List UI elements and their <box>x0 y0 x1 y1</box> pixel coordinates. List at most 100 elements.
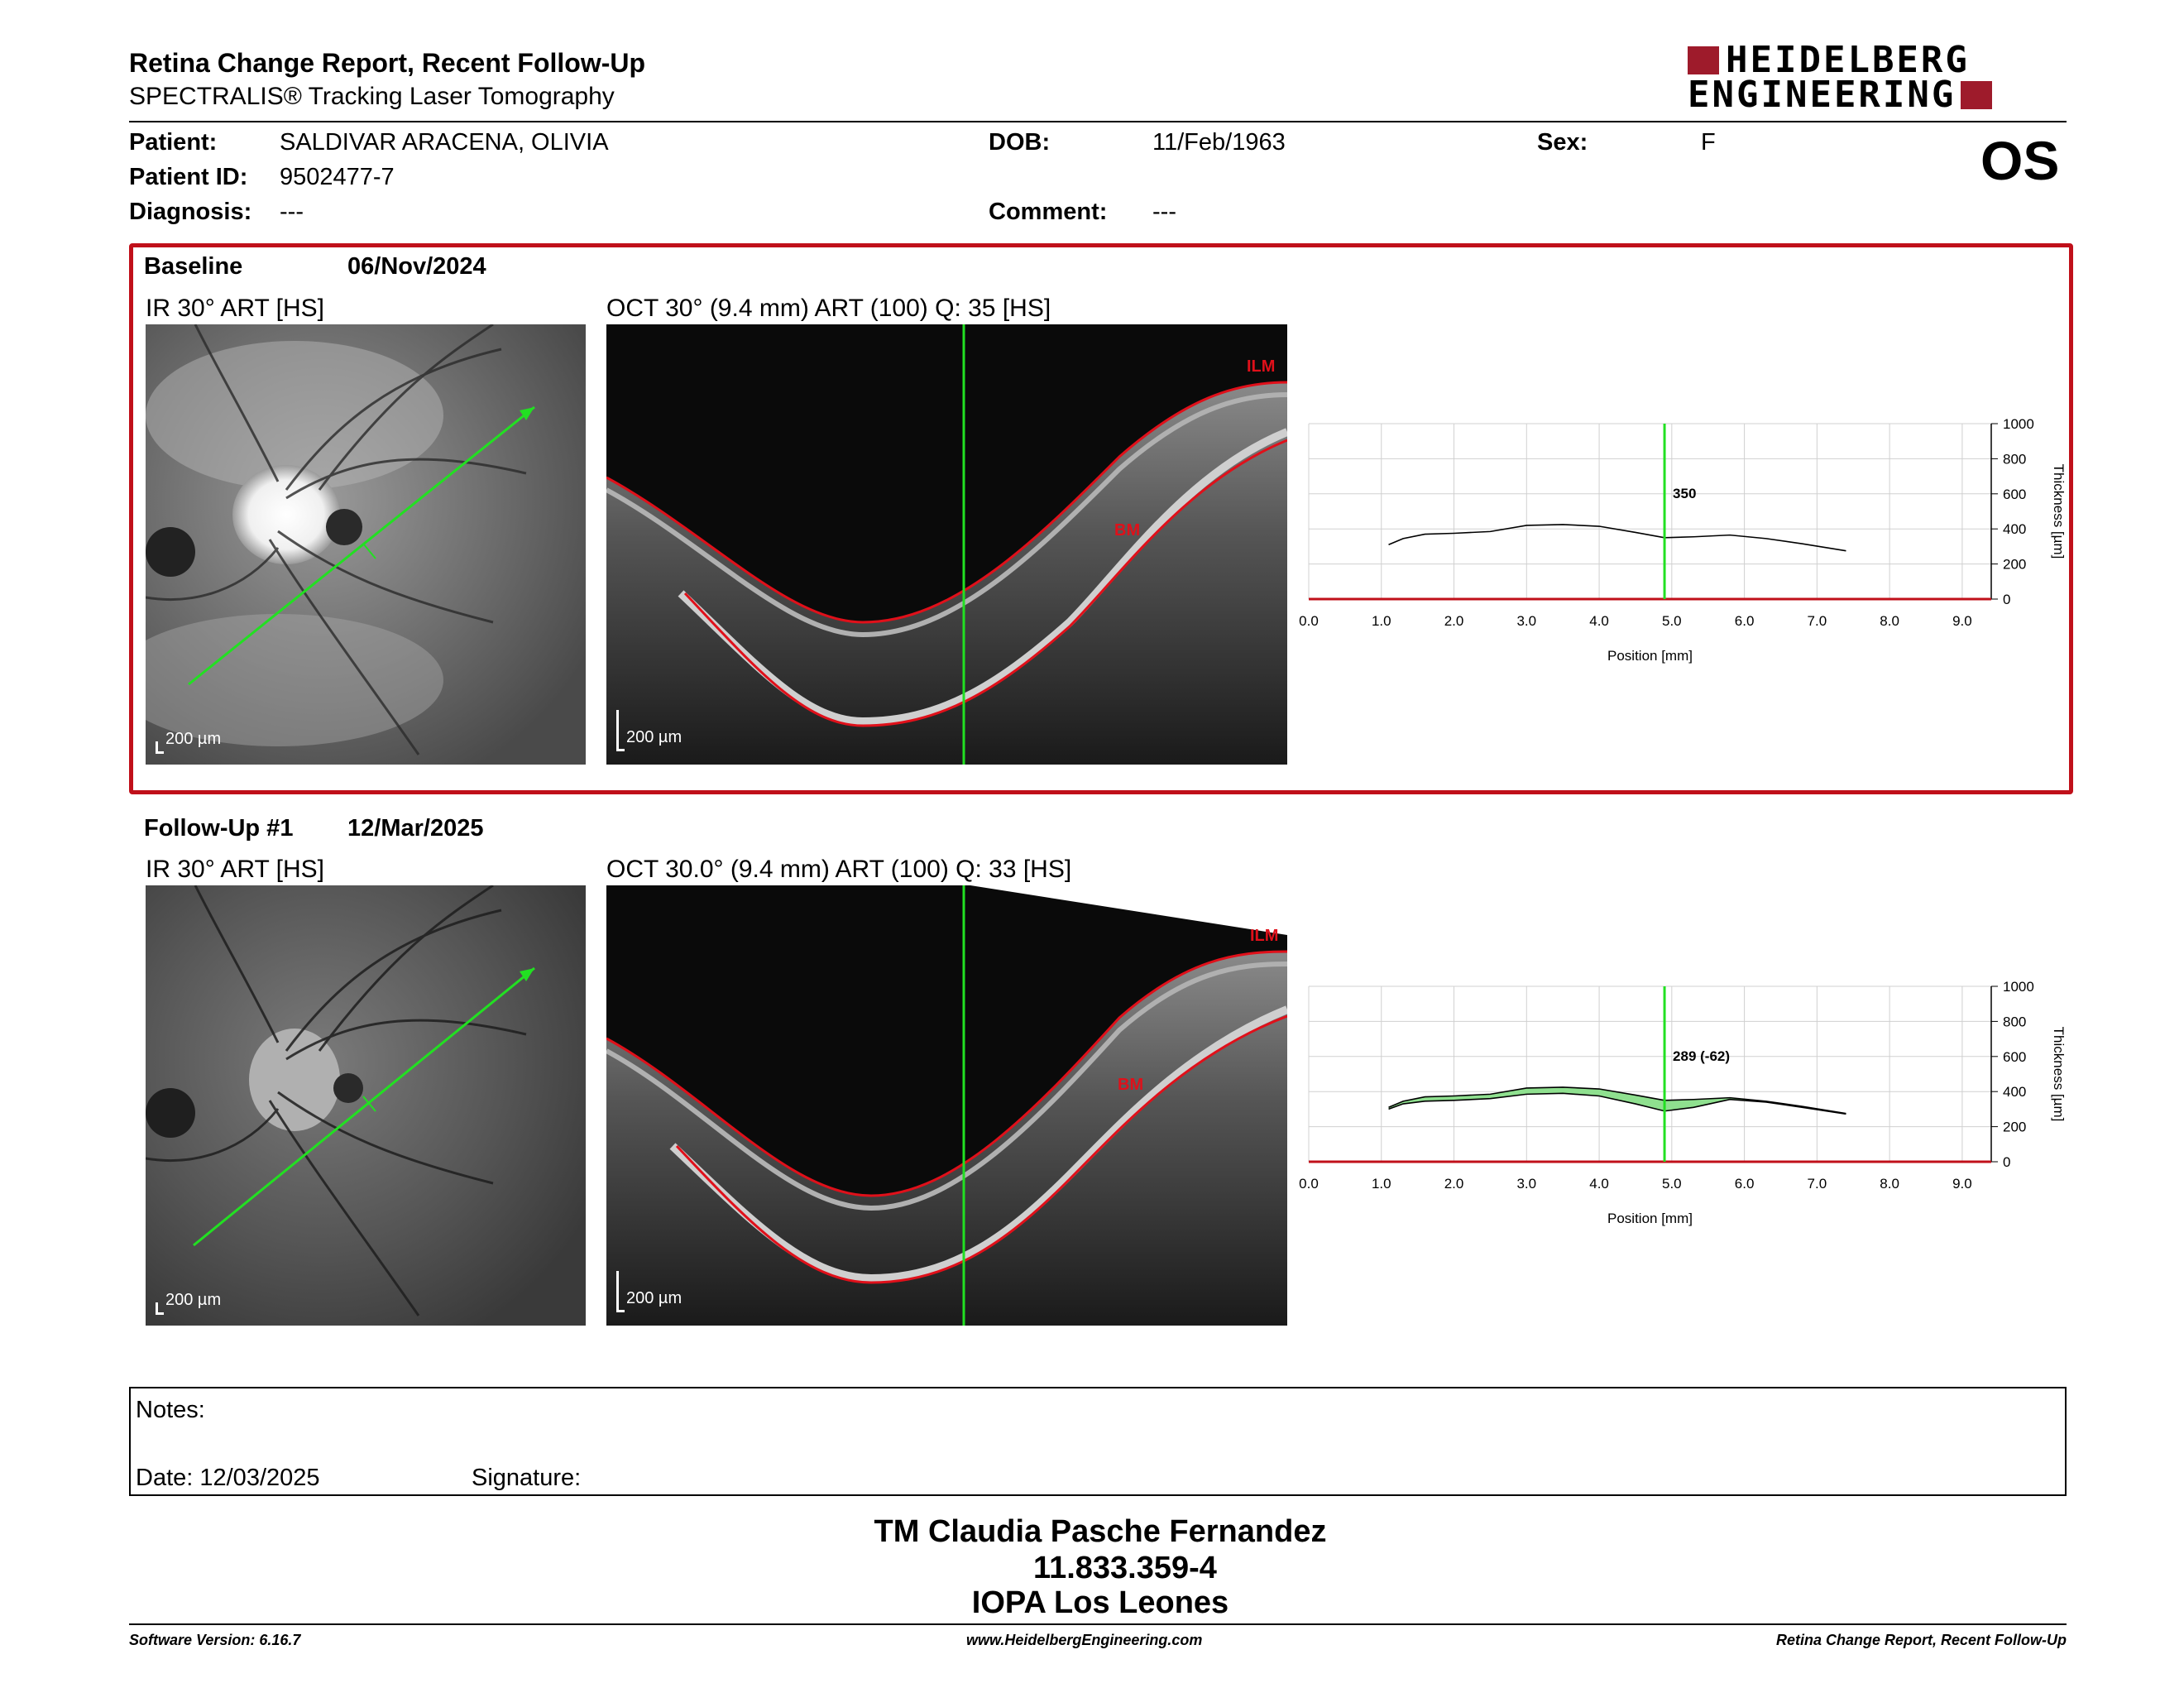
followup-chart-change-area <box>1388 1086 1846 1115</box>
signatory-name: TM Claudia Pasche Fernandez <box>874 1514 1327 1549</box>
signatory-id: 11.833.359-4 <box>1033 1551 1217 1585</box>
baseline-chart-xtick-5: 5.0 <box>1662 613 1682 629</box>
baseline-chart-ytick-1: 200 <box>2003 557 2026 573</box>
followup-bm-label: BM <box>1118 1076 1144 1094</box>
baseline-oct-image: ILM BM 200 µm <box>606 324 1287 765</box>
comment-value: --- <box>1152 199 1176 225</box>
baseline-chart-xtick-2: 2.0 <box>1444 613 1464 629</box>
baseline-chart-xlabel: Position [mm] <box>1607 648 1693 664</box>
report-title: Retina Change Report, Recent Follow-Up <box>129 48 646 78</box>
baseline-oct-title: OCT 30° (9.4 mm) ART (100) Q: 35 [HS] <box>606 295 1051 322</box>
followup-chart-xtick-3: 3.0 <box>1516 1176 1536 1192</box>
baseline-chart-ytick-2: 400 <box>2003 521 2026 537</box>
sex-value: F <box>1701 129 1716 156</box>
notes-date: Date: 12/03/2025 <box>136 1465 320 1491</box>
dob-value: 11/Feb/1963 <box>1152 129 1286 156</box>
followup-chart-series-0 <box>1388 1086 1846 1115</box>
followup-chart-ytick-2: 400 <box>2003 1084 2026 1100</box>
footer-report-name: Retina Change Report, Recent Follow-Up <box>1775 1632 2067 1648</box>
sex-label: Sex: <box>1537 129 1588 156</box>
footer-rule <box>129 1623 2067 1625</box>
diagnosis-value: --- <box>280 199 304 225</box>
baseline-thickness-chart: 0.0 1.0 2.0 3.0 4.0 5.0 6.0 7.0 8.0 9.0 0 200 400 600… <box>1299 416 2067 664</box>
followup-chart-xtick-1: 1.0 <box>1372 1176 1391 1192</box>
followup-chart-xtick-0: 0.0 <box>1299 1176 1319 1192</box>
dob-label: DOB: <box>989 129 1051 156</box>
patient-name-label: Patient: <box>129 129 218 156</box>
followup-ir-image: 200 µm <box>146 885 586 1326</box>
baseline-chart-cursor-label: 350 <box>1673 486 1696 501</box>
followup-chart-xtick-2: 2.0 <box>1444 1176 1464 1192</box>
baseline-chart-ytick-4: 800 <box>2003 451 2026 467</box>
footer-version: Software Version: 6.16.7 <box>129 1632 301 1648</box>
followup-ilm-label: ILM <box>1250 927 1279 945</box>
followup-chart-xtick-8: 8.0 <box>1880 1176 1899 1192</box>
baseline-bm-label: BM <box>1114 521 1141 539</box>
baseline-label: Baseline <box>144 253 243 280</box>
logo-line-2: ENGINEERING <box>1688 74 1956 116</box>
followup-oct-scale-bar <box>616 1271 619 1312</box>
followup-ir-scale-label: 200 µm <box>165 1291 222 1309</box>
followup-chart-ytick-5: 1000 <box>2003 979 2034 995</box>
baseline-chart-series-0 <box>1388 524 1846 552</box>
followup-ir-title: IR 30° ART [HS] <box>146 856 324 883</box>
footer-url[interactable]: www.HeidelbergEngineering.com <box>966 1632 1203 1648</box>
baseline-chart-ytick-3: 600 <box>2003 487 2026 502</box>
report-subtitle: SPECTRALIS® Tracking Laser Tomography <box>129 83 615 110</box>
baseline-ir-title: IR 30° ART [HS] <box>146 295 324 322</box>
patient-id: 9502477-7 <box>280 164 395 190</box>
baseline-chart-xtick-8: 8.0 <box>1880 613 1899 629</box>
followup-oct-graphic <box>606 885 1287 1326</box>
followup-chart-cursor-label: 289 (-62) <box>1673 1048 1730 1064</box>
followup-chart-xtick-9: 9.0 <box>1952 1176 1972 1192</box>
followup-label: Follow-Up #1 <box>144 815 294 842</box>
followup-oct-scale-label: 200 µm <box>626 1289 682 1307</box>
notes-signature: Signature: <box>472 1465 582 1491</box>
comment-label: Comment: <box>989 199 1108 225</box>
followup-oct-scale-bar-h <box>616 1310 625 1312</box>
baseline-oct-scale-label: 200 µm <box>626 728 682 746</box>
header-rule <box>129 121 2067 122</box>
followup-chart-series-1 <box>1388 1092 1846 1115</box>
baseline-oct-graphic <box>606 324 1287 765</box>
baseline-chart-xtick-1: 1.0 <box>1372 613 1391 629</box>
followup-chart-xtick-4: 4.0 <box>1589 1176 1609 1192</box>
followup-chart-xtick-5: 5.0 <box>1662 1176 1682 1192</box>
brand-logo: HEIDELBERG ENGINEERING <box>1688 42 1993 116</box>
followup-chart-ylabel: Thickness [µm] <box>2051 1027 2067 1122</box>
baseline-ir-scale-bar-h <box>156 751 164 754</box>
baseline-chart-xtick-6: 6.0 <box>1735 613 1755 629</box>
signatory-place: IOPA Los Leones <box>971 1585 1229 1620</box>
baseline-chart-xtick-0: 0.0 <box>1299 613 1319 629</box>
baseline-chart-xtick-3: 3.0 <box>1516 613 1536 629</box>
baseline-highlight-box <box>129 243 2073 794</box>
patient-name: SALDIVAR ARACENA, OLIVIA <box>280 129 609 156</box>
followup-ir-graphic <box>146 885 586 1326</box>
notes-label: Notes: <box>136 1397 205 1423</box>
followup-thickness-chart: 0.0 1.0 2.0 3.0 4.0 5.0 6.0 7.0 8.0 9.0 0 200 400 600… <box>1299 979 2067 1226</box>
logo-square-right <box>1961 81 1993 109</box>
baseline-chart-xtick-9: 9.0 <box>1952 613 1972 629</box>
logo-square-left <box>1688 46 1719 74</box>
notes-box[interactable] <box>129 1387 2067 1496</box>
baseline-ilm-label: ILM <box>1247 357 1276 376</box>
followup-oct-title: OCT 30.0° (9.4 mm) ART (100) Q: 33 [HS] <box>606 856 1072 883</box>
followup-ir-scale-bar <box>156 1302 158 1314</box>
followup-chart-xtick-7: 7.0 <box>1808 1176 1827 1192</box>
baseline-ir-graphic <box>146 324 586 765</box>
followup-date: 12/Mar/2025 <box>347 815 484 842</box>
patient-id-label: Patient ID: <box>129 164 248 190</box>
followup-chart-ytick-3: 600 <box>2003 1049 2026 1065</box>
followup-oct-image: ILM BM 200 µm <box>606 885 1287 1326</box>
diagnosis-label: Diagnosis: <box>129 199 252 225</box>
followup-chart-xtick-6: 6.0 <box>1735 1176 1755 1192</box>
baseline-chart-xtick-7: 7.0 <box>1808 613 1827 629</box>
baseline-chart-ylabel: Thickness [µm] <box>2051 464 2067 559</box>
baseline-date: 06/Nov/2024 <box>347 253 486 280</box>
followup-chart-xlabel: Position [mm] <box>1607 1211 1693 1226</box>
baseline-oct-scale-bar-h <box>616 749 625 751</box>
baseline-ir-image: 200 µm <box>146 324 586 765</box>
baseline-chart-ytick-0: 0 <box>2003 592 2010 607</box>
baseline-ir-scale-bar <box>156 741 158 753</box>
baseline-chart-xtick-4: 4.0 <box>1589 613 1609 629</box>
